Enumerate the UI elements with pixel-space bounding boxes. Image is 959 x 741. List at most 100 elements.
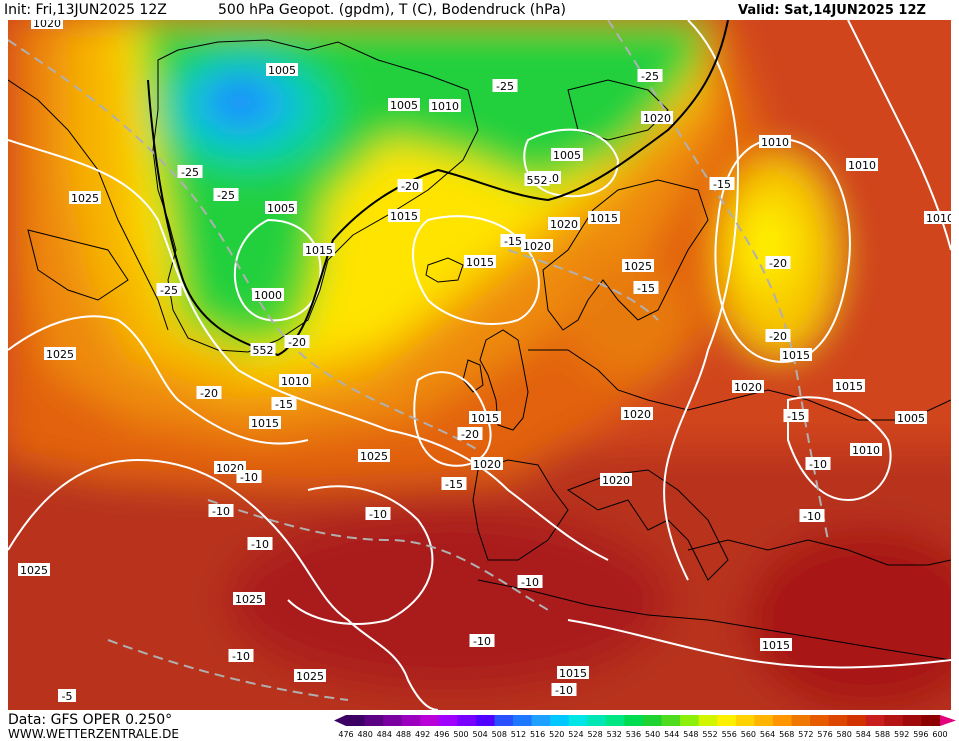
pressure-label: 1005 xyxy=(266,63,298,77)
temperature-label: -15 xyxy=(633,281,659,295)
scale-label: 572 xyxy=(798,730,813,739)
pressure-label: 1015 xyxy=(833,379,865,393)
temperature-label: -25 xyxy=(492,79,518,93)
scale-label: 508 xyxy=(492,730,507,739)
temperature-label-text: -15 xyxy=(445,478,463,491)
temperature-label-text: -15 xyxy=(787,410,805,423)
pressure-label: 1015 xyxy=(469,411,501,425)
temperature-label: -25 xyxy=(177,165,203,179)
scale-label: 488 xyxy=(396,730,411,739)
pressure-label: 1020 xyxy=(732,380,764,394)
scale-swatch xyxy=(401,715,421,726)
scale-label: 564 xyxy=(760,730,775,739)
pressure-label: 1015 xyxy=(388,209,420,223)
pressure-label: 1020 xyxy=(521,239,553,253)
pressure-label-text: 1005 xyxy=(267,202,295,215)
pressure-label-text: 1025 xyxy=(235,593,263,606)
temperature-label-text: -20 xyxy=(769,330,787,343)
scale-swatch xyxy=(865,715,885,726)
temperature-label: -20 xyxy=(457,427,483,441)
geopotential-fill xyxy=(8,20,951,710)
temperature-label: -10 xyxy=(469,634,495,648)
scale-swatch xyxy=(847,715,867,726)
scale-swatch xyxy=(587,715,607,726)
pressure-label-text: 1015 xyxy=(590,212,618,225)
scale-label: 484 xyxy=(377,730,392,739)
pressure-label: 1015 xyxy=(303,243,335,257)
scale-label: 536 xyxy=(626,730,641,739)
pressure-label: 1025 xyxy=(44,347,76,361)
scale-swatch xyxy=(643,715,663,726)
pressure-label: 1025 xyxy=(622,259,654,273)
pressure-label-text: 1010 xyxy=(281,375,309,388)
pressure-label-text: 1015 xyxy=(251,417,279,430)
scale-label: 492 xyxy=(415,730,430,739)
pressure-label-text: 1020 xyxy=(643,112,671,125)
coastlines xyxy=(8,39,951,661)
temperature-label: -20 xyxy=(765,256,791,270)
temperature-label-text: -20 xyxy=(200,387,218,400)
temperature-label-text: -25 xyxy=(217,189,235,202)
temperature-label: -25 xyxy=(156,283,182,297)
scale-swatch xyxy=(605,715,625,726)
color-scale: 476 480 484 488 492 496 500 504 508 512 516 520 524 5… xyxy=(334,715,956,739)
scale-swatch xyxy=(680,715,700,726)
pressure-label: 1025 xyxy=(18,563,50,577)
temperature-label: -20 xyxy=(196,386,222,400)
scale-label: 568 xyxy=(779,730,794,739)
scale-arrow-right xyxy=(940,715,956,726)
pressure-label: 1020 xyxy=(600,473,632,487)
scale-swatch xyxy=(698,715,718,726)
pressure-label: 1000 xyxy=(252,288,284,302)
pressure-label-text: 1010 xyxy=(926,212,951,225)
pressure-label-text: 1000 xyxy=(254,289,282,302)
height-label-text: 552 xyxy=(527,174,548,187)
pressure-label-text: 1005 xyxy=(897,412,925,425)
scale-label: 560 xyxy=(741,730,756,739)
scale-swatch xyxy=(513,715,533,726)
scale-swatch xyxy=(884,715,904,726)
temperature-label-text: -10 xyxy=(521,576,539,589)
pressure-label-text: 1010 xyxy=(848,159,876,172)
scale-label: 504 xyxy=(472,730,487,739)
height-label: 552 xyxy=(524,173,550,187)
temperature-label: -10 xyxy=(799,509,825,523)
pressure-label: 1025 xyxy=(358,449,390,463)
temperature-label: -20 xyxy=(284,335,310,349)
scale-swatch xyxy=(902,715,922,726)
pressure-label: 1025 xyxy=(69,191,101,205)
scale-label: 556 xyxy=(722,730,737,739)
scale-label: 588 xyxy=(875,730,890,739)
pressure-label-text: 1020 xyxy=(623,408,651,421)
scale-label: 524 xyxy=(568,730,583,739)
temperature-label: -15 xyxy=(500,234,526,248)
pressure-label-text: 1020 xyxy=(33,20,61,30)
weather-map: 1020 1005 1005 1010 1020 1010 1010 1025 1005 1010… xyxy=(8,20,951,710)
scale-swatch xyxy=(420,715,440,726)
pressure-label: 1020 xyxy=(641,111,673,125)
pressure-label-text: 1015 xyxy=(305,244,333,257)
temperature-label: -15 xyxy=(271,397,297,411)
pressure-label-text: 1010 xyxy=(761,136,789,149)
scale-label: 496 xyxy=(434,730,449,739)
scale-label: 500 xyxy=(453,730,468,739)
website: WWW.WETTERZENTRALE.DE xyxy=(8,727,179,741)
temperature-label: -10 xyxy=(208,504,234,518)
pressure-label-text: 1025 xyxy=(71,192,99,205)
temperature-label-text: -10 xyxy=(809,458,827,471)
scale-label: 540 xyxy=(645,730,660,739)
temperature-label-text: -5 xyxy=(62,690,73,703)
temperature-label: -15 xyxy=(783,409,809,423)
pressure-label-text: 1020 xyxy=(602,474,630,487)
scale-swatch xyxy=(494,715,514,726)
pressure-label-text: 1015 xyxy=(835,380,863,393)
pressure-label: 1020 xyxy=(621,407,653,421)
temperature-label: -5 xyxy=(58,689,76,703)
pressure-label-text: 1005 xyxy=(268,64,296,77)
pressure-label-text: 1015 xyxy=(466,256,494,269)
temperature-label-text: -25 xyxy=(181,166,199,179)
scale-swatch xyxy=(921,715,941,726)
scale-swatch xyxy=(364,715,384,726)
scale-label: 576 xyxy=(817,730,832,739)
valid-time: Valid: Sat,14JUN2025 12Z xyxy=(738,3,926,18)
